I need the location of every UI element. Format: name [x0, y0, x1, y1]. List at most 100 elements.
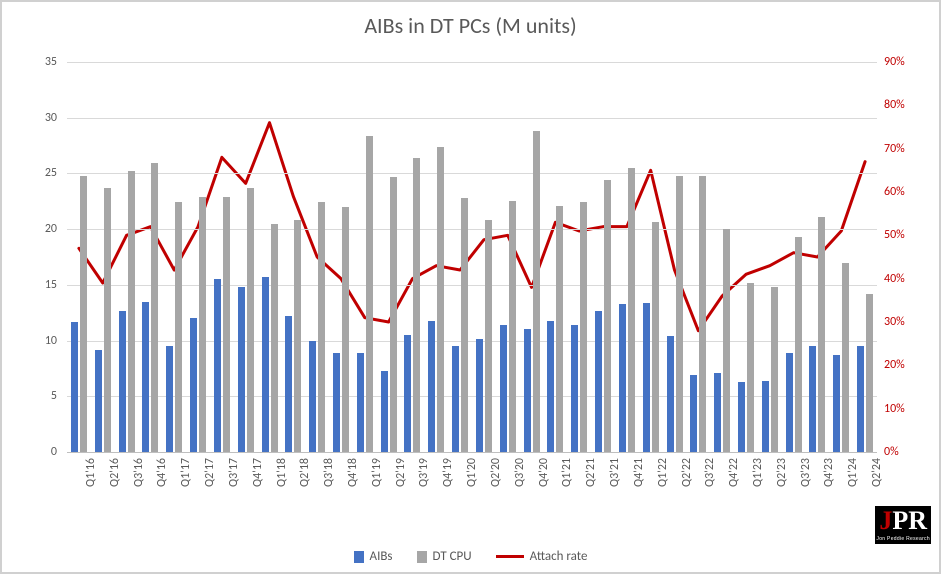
bar-dt-cpu — [771, 287, 778, 452]
bar-dt-cpu — [485, 220, 492, 452]
bar-aibs — [476, 339, 483, 452]
legend-label-dtcpu: DT CPU — [433, 549, 472, 564]
y-left-tick: 0 — [7, 445, 57, 459]
bar-aibs — [333, 353, 340, 452]
bar-aibs — [142, 302, 149, 452]
bar-dt-cpu — [818, 217, 825, 452]
bar-aibs — [238, 287, 245, 452]
bar-aibs — [809, 346, 816, 452]
x-tick: Q1'24 — [846, 458, 860, 487]
bar-dt-cpu — [533, 131, 540, 452]
logo-r: R — [908, 506, 927, 535]
chart-container: AIBs in DT PCs (M units) 05101520253035 … — [0, 0, 941, 574]
x-tick: Q1'21 — [560, 458, 574, 487]
bar-dt-cpu — [175, 202, 182, 452]
bar-dt-cpu — [723, 229, 730, 452]
bar-dt-cpu — [461, 198, 468, 452]
bar-aibs — [119, 311, 126, 453]
logo-j: J — [879, 506, 892, 535]
chart-title: AIBs in DT PCs (M units) — [2, 12, 939, 39]
bar-dt-cpu — [271, 224, 278, 452]
bar-dt-cpu — [795, 237, 802, 452]
bar-aibs — [643, 303, 650, 452]
bar-dt-cpu — [413, 158, 420, 452]
bar-aibs — [738, 382, 745, 452]
legend-swatch-attach — [496, 555, 524, 558]
bar-dt-cpu — [80, 176, 87, 452]
bar-aibs — [619, 304, 626, 452]
bar-aibs — [500, 325, 507, 452]
y-right-tick: 80% — [884, 98, 934, 112]
bar-dt-cpu — [866, 294, 873, 452]
bar-dt-cpu — [676, 176, 683, 452]
x-tick: Q2'23 — [775, 458, 789, 487]
bar-aibs — [547, 321, 554, 452]
legend-label-attach: Attach rate — [530, 549, 588, 564]
x-tick: Q4'21 — [632, 458, 646, 487]
y-left-tick: 25 — [7, 166, 57, 180]
x-tick: Q3'22 — [703, 458, 717, 487]
bar-aibs — [857, 346, 864, 452]
legend-item-aibs: AIBs — [354, 549, 393, 564]
y-right-tick: 0% — [884, 445, 934, 459]
x-tick: Q2'16 — [108, 458, 122, 487]
y-right-tick: 70% — [884, 142, 934, 156]
bar-dt-cpu — [556, 206, 563, 452]
bar-dt-cpu — [628, 168, 635, 452]
bar-dt-cpu — [842, 263, 849, 452]
legend-item-attach: Attach rate — [496, 549, 588, 564]
bar-dt-cpu — [437, 147, 444, 452]
x-tick: Q4'20 — [537, 458, 551, 487]
x-tick: Q1'22 — [656, 458, 670, 487]
y-left-tick: 5 — [7, 389, 57, 403]
bar-dt-cpu — [199, 197, 206, 452]
bar-aibs — [524, 329, 531, 452]
x-tick: Q3'20 — [513, 458, 527, 487]
bar-aibs — [690, 375, 697, 452]
bar-dt-cpu — [366, 136, 373, 452]
legend-swatch-aibs — [354, 551, 364, 563]
bar-aibs — [190, 318, 197, 452]
x-tick: Q3'16 — [132, 458, 146, 487]
x-tick: Q2'19 — [394, 458, 408, 487]
bar-aibs — [381, 371, 388, 452]
y-left-tick: 35 — [7, 55, 57, 69]
x-tick: Q2'22 — [680, 458, 694, 487]
bar-aibs — [833, 355, 840, 452]
bar-aibs — [762, 381, 769, 452]
x-tick: Q3'23 — [799, 458, 813, 487]
x-tick: Q3'17 — [227, 458, 241, 487]
x-tick: Q4'18 — [346, 458, 360, 487]
bar-aibs — [357, 353, 364, 452]
x-tick: Q1'20 — [465, 458, 479, 487]
x-tick: Q4'19 — [441, 458, 455, 487]
bar-dt-cpu — [652, 222, 659, 452]
x-tick: Q3'21 — [608, 458, 622, 487]
bar-dt-cpu — [509, 201, 516, 452]
x-tick: Q3'18 — [322, 458, 336, 487]
bar-dt-cpu — [128, 171, 135, 452]
bar-aibs — [166, 346, 173, 452]
bar-aibs — [95, 350, 102, 453]
bar-aibs — [595, 311, 602, 453]
y-right-tick: 60% — [884, 185, 934, 199]
x-tick: Q4'17 — [251, 458, 265, 487]
bar-aibs — [571, 325, 578, 452]
x-tick: Q1'18 — [275, 458, 289, 487]
x-tick: Q2'20 — [489, 458, 503, 487]
bar-dt-cpu — [699, 176, 706, 452]
y-right-tick: 50% — [884, 228, 934, 242]
bar-dt-cpu — [604, 180, 611, 452]
x-tick: Q2'21 — [584, 458, 598, 487]
x-tick: Q3'19 — [417, 458, 431, 487]
plot-area — [67, 62, 877, 453]
x-tick: Q4'16 — [155, 458, 169, 487]
x-tick: Q1'17 — [179, 458, 193, 487]
legend-swatch-dtcpu — [417, 551, 427, 563]
bar-aibs — [786, 353, 793, 452]
bar-aibs — [667, 336, 674, 452]
y-right-tick: 30% — [884, 315, 934, 329]
bar-dt-cpu — [294, 220, 301, 452]
jpr-logo: JPR Jon Peddie Research — [875, 506, 931, 544]
legend-label-aibs: AIBs — [370, 549, 393, 564]
